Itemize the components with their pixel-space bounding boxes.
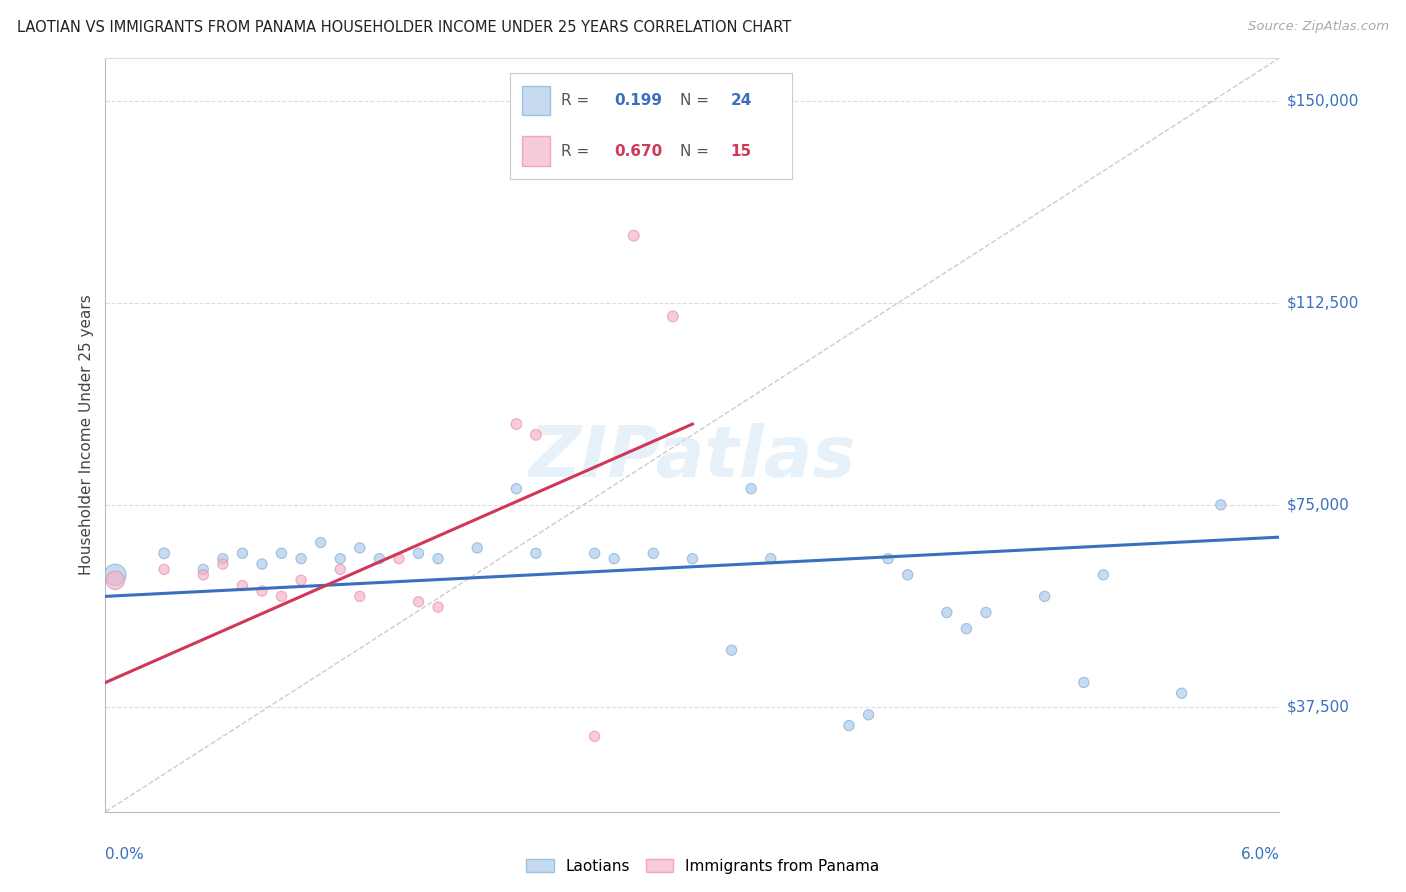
Point — [505, 417, 527, 431]
Point — [290, 551, 312, 566]
Point — [193, 567, 215, 582]
Point — [309, 535, 332, 549]
Text: 6.0%: 6.0% — [1240, 847, 1279, 863]
Point — [1209, 498, 1232, 512]
Text: Source: ZipAtlas.com: Source: ZipAtlas.com — [1249, 20, 1389, 33]
Point — [211, 557, 233, 571]
Text: $112,500: $112,500 — [1286, 295, 1358, 310]
Point — [505, 482, 527, 496]
Text: $75,000: $75,000 — [1286, 498, 1350, 512]
Point — [1073, 675, 1095, 690]
Point — [231, 546, 253, 560]
Point — [955, 622, 977, 636]
Point — [524, 546, 547, 560]
Point — [838, 718, 860, 732]
Point — [250, 584, 273, 599]
Point — [153, 546, 176, 560]
Point — [231, 579, 253, 593]
Point — [897, 567, 920, 582]
Point — [153, 562, 176, 576]
Point — [643, 546, 665, 560]
Point — [877, 551, 900, 566]
Point — [974, 606, 997, 620]
Point — [104, 567, 127, 582]
Text: $150,000: $150,000 — [1286, 94, 1358, 109]
Point — [408, 595, 430, 609]
Point — [583, 546, 606, 560]
Point — [524, 428, 547, 442]
Point — [349, 590, 371, 604]
Point — [349, 541, 371, 555]
Point — [388, 551, 411, 566]
Point — [408, 546, 430, 560]
Point — [270, 590, 292, 604]
Point — [427, 551, 450, 566]
Text: 0.0%: 0.0% — [105, 847, 145, 863]
Point — [935, 606, 957, 620]
Point — [193, 562, 215, 576]
Point — [720, 643, 742, 657]
Text: $37,500: $37,500 — [1286, 699, 1350, 714]
Text: ZIPatlas: ZIPatlas — [529, 423, 856, 492]
Point — [329, 562, 352, 576]
Point — [465, 541, 488, 555]
Point — [759, 551, 782, 566]
Text: LAOTIAN VS IMMIGRANTS FROM PANAMA HOUSEHOLDER INCOME UNDER 25 YEARS CORRELATION : LAOTIAN VS IMMIGRANTS FROM PANAMA HOUSEH… — [17, 20, 792, 35]
Point — [1092, 567, 1115, 582]
Point — [662, 310, 685, 324]
Point — [1033, 590, 1056, 604]
Point — [858, 707, 880, 722]
Legend: Laotians, Immigrants from Panama: Laotians, Immigrants from Panama — [520, 853, 886, 880]
Point — [682, 551, 704, 566]
Point — [290, 573, 312, 587]
Y-axis label: Householder Income Under 25 years: Householder Income Under 25 years — [79, 294, 94, 575]
Point — [211, 551, 233, 566]
Point — [104, 573, 127, 587]
Point — [329, 551, 352, 566]
Point — [623, 228, 645, 243]
Point — [1170, 686, 1192, 700]
Point — [427, 600, 450, 615]
Point — [250, 557, 273, 571]
Point — [368, 551, 391, 566]
Point — [270, 546, 292, 560]
Point — [583, 730, 606, 744]
Point — [740, 482, 762, 496]
Point — [603, 551, 626, 566]
